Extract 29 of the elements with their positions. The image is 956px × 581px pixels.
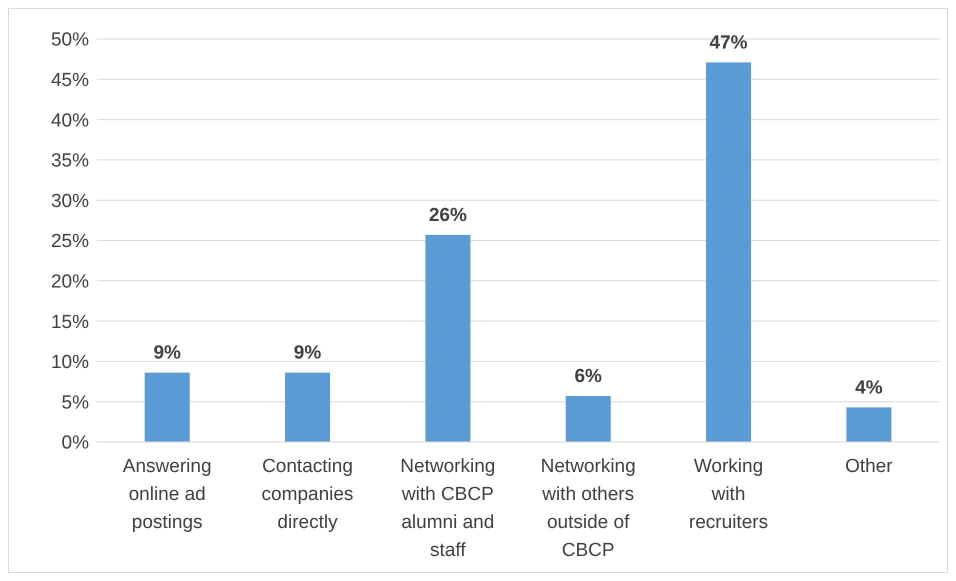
data-label: 47% <box>710 32 748 54</box>
data-label: 9% <box>294 342 322 364</box>
x-tick-label: Answering online ad postings <box>122 456 212 533</box>
bar <box>566 396 611 442</box>
x-tick-label: Working with recruiters <box>688 456 768 533</box>
y-tick-label: 30% <box>50 190 90 212</box>
bar <box>425 234 470 442</box>
data-label: 26% <box>428 204 467 226</box>
bar <box>144 372 190 442</box>
y-tick-label: 15% <box>50 312 90 333</box>
data-label: 6% <box>574 366 602 388</box>
y-tick-label: 0% <box>62 432 90 454</box>
y-tick-label: 10% <box>50 352 90 374</box>
data-label: 4% <box>855 377 883 398</box>
y-tick-label: 45% <box>50 70 90 92</box>
y-tick-label: 25% <box>50 231 90 252</box>
y-tick-label: 50% <box>50 30 90 51</box>
y-tick-label: 5% <box>62 392 90 414</box>
y-tick-label: 35% <box>50 150 90 172</box>
x-tick-label: Networking with CBCP alumni and staff <box>400 456 496 561</box>
x-tick-label: Networking with others outside of CBCP <box>540 456 636 561</box>
y-tick-label: 20% <box>50 272 90 293</box>
bar <box>706 62 752 442</box>
bar <box>285 372 330 442</box>
y-tick-label: 40% <box>50 110 90 132</box>
data-label: 9% <box>153 342 182 364</box>
x-tick-label: Contacting companies directly <box>262 456 354 533</box>
bar <box>846 407 892 442</box>
x-tick-label: Other <box>845 456 894 477</box>
